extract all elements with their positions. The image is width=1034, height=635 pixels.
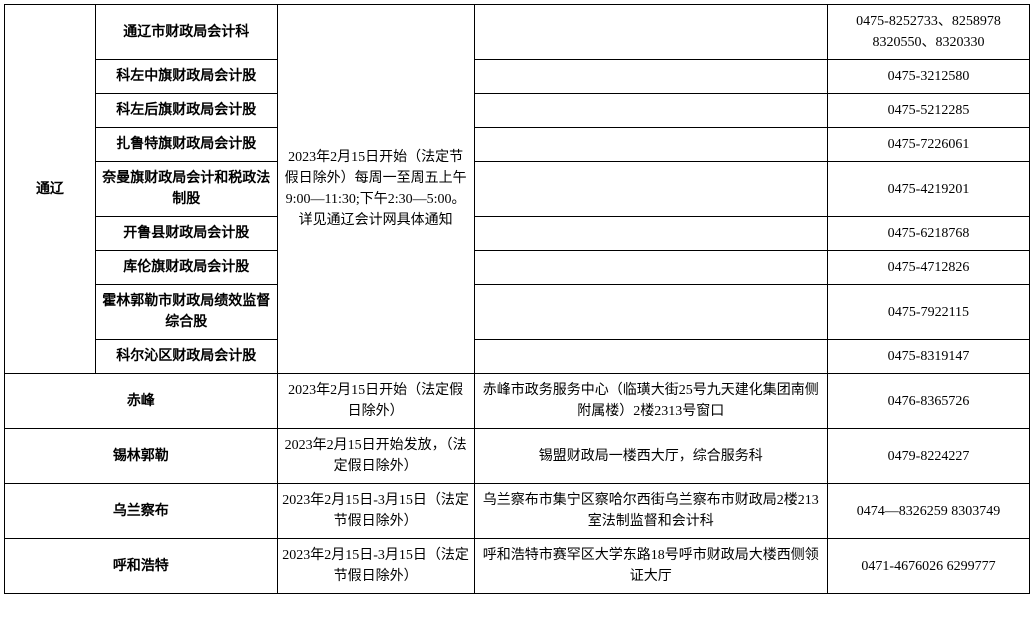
- phone-cell: 0475-7922115: [827, 285, 1029, 340]
- dept-cell: 通辽市财政局会计科: [95, 5, 277, 60]
- address-cell: 赤峰市政务服务中心（临璜大街25号九天建化集团南侧附属楼）2楼2313号窗口: [474, 374, 827, 429]
- dept-cell: 科左中旗财政局会计股: [95, 60, 277, 94]
- schedule-cell: 2023年2月15日开始（法定假日除外）: [277, 374, 474, 429]
- address-cell: [474, 94, 827, 128]
- phone-cell: 0475-5212285: [827, 94, 1029, 128]
- table-row: 库伦旗财政局会计股 0475-4712826: [5, 251, 1030, 285]
- table-row: 通辽 通辽市财政局会计科 2023年2月15日开始（法定节假日除外）每周一至周五…: [5, 5, 1030, 60]
- address-cell: [474, 251, 827, 285]
- phone-cell: 0479-8224227: [827, 429, 1029, 484]
- dept-cell: 库伦旗财政局会计股: [95, 251, 277, 285]
- phone-cell: 0474—8326259 8303749: [827, 484, 1029, 539]
- schedule-cell: 2023年2月15日开始（法定节假日除外）每周一至周五上午 9:00—11:30…: [277, 5, 474, 374]
- schedule-cell: 2023年2月15日开始发放，（法定假日除外）: [277, 429, 474, 484]
- certificate-schedule-table: 通辽 通辽市财政局会计科 2023年2月15日开始（法定节假日除外）每周一至周五…: [4, 4, 1030, 594]
- table-row: 扎鲁特旗财政局会计股 0475-7226061: [5, 128, 1030, 162]
- table-row: 锡林郭勒 2023年2月15日开始发放，（法定假日除外） 锡盟财政局一楼西大厅，…: [5, 429, 1030, 484]
- address-cell: [474, 60, 827, 94]
- region-cell: 乌兰察布: [5, 484, 278, 539]
- dept-cell: 扎鲁特旗财政局会计股: [95, 128, 277, 162]
- address-cell: [474, 285, 827, 340]
- schedule-cell: 2023年2月15日-3月15日（法定节假日除外）: [277, 484, 474, 539]
- phone-cell: 0475-7226061: [827, 128, 1029, 162]
- address-cell: [474, 128, 827, 162]
- region-cell: 通辽: [5, 5, 96, 374]
- table-row: 科尔沁区财政局会计股 0475-8319147: [5, 340, 1030, 374]
- phone-cell: 0471-4676026 6299777: [827, 539, 1029, 594]
- phone-cell: 0475-3212580: [827, 60, 1029, 94]
- region-cell: 赤峰: [5, 374, 278, 429]
- table-row: 开鲁县财政局会计股 0475-6218768: [5, 217, 1030, 251]
- table-row: 霍林郭勒市财政局绩效监督综合股 0475-7922115: [5, 285, 1030, 340]
- dept-cell: 开鲁县财政局会计股: [95, 217, 277, 251]
- table-row: 科左后旗财政局会计股 0475-5212285: [5, 94, 1030, 128]
- region-cell: 锡林郭勒: [5, 429, 278, 484]
- table-row: 赤峰 2023年2月15日开始（法定假日除外） 赤峰市政务服务中心（临璜大街25…: [5, 374, 1030, 429]
- phone-cell: 0476-8365726: [827, 374, 1029, 429]
- phone-cell: 0475-4219201: [827, 162, 1029, 217]
- address-cell: 乌兰察布市集宁区察哈尔西街乌兰察布市财政局2楼213室法制监督和会计科: [474, 484, 827, 539]
- table-row: 奈曼旗财政局会计和税政法制股 0475-4219201: [5, 162, 1030, 217]
- phone-cell: 0475-4712826: [827, 251, 1029, 285]
- dept-cell: 霍林郭勒市财政局绩效监督综合股: [95, 285, 277, 340]
- table-row: 科左中旗财政局会计股 0475-3212580: [5, 60, 1030, 94]
- address-cell: [474, 5, 827, 60]
- address-cell: [474, 340, 827, 374]
- table-row: 呼和浩特 2023年2月15日-3月15日（法定节假日除外） 呼和浩特市赛罕区大…: [5, 539, 1030, 594]
- address-cell: 呼和浩特市赛罕区大学东路18号呼市财政局大楼西侧领证大厅: [474, 539, 827, 594]
- address-cell: [474, 217, 827, 251]
- schedule-cell: 2023年2月15日-3月15日（法定节假日除外）: [277, 539, 474, 594]
- dept-cell: 科左后旗财政局会计股: [95, 94, 277, 128]
- dept-cell: 科尔沁区财政局会计股: [95, 340, 277, 374]
- phone-cell: 0475-8319147: [827, 340, 1029, 374]
- phone-cell: 0475-8252733、8258978 8320550、8320330: [827, 5, 1029, 60]
- address-cell: 锡盟财政局一楼西大厅，综合服务科: [474, 429, 827, 484]
- region-cell: 呼和浩特: [5, 539, 278, 594]
- phone-cell: 0475-6218768: [827, 217, 1029, 251]
- dept-cell: 奈曼旗财政局会计和税政法制股: [95, 162, 277, 217]
- table-row: 乌兰察布 2023年2月15日-3月15日（法定节假日除外） 乌兰察布市集宁区察…: [5, 484, 1030, 539]
- address-cell: [474, 162, 827, 217]
